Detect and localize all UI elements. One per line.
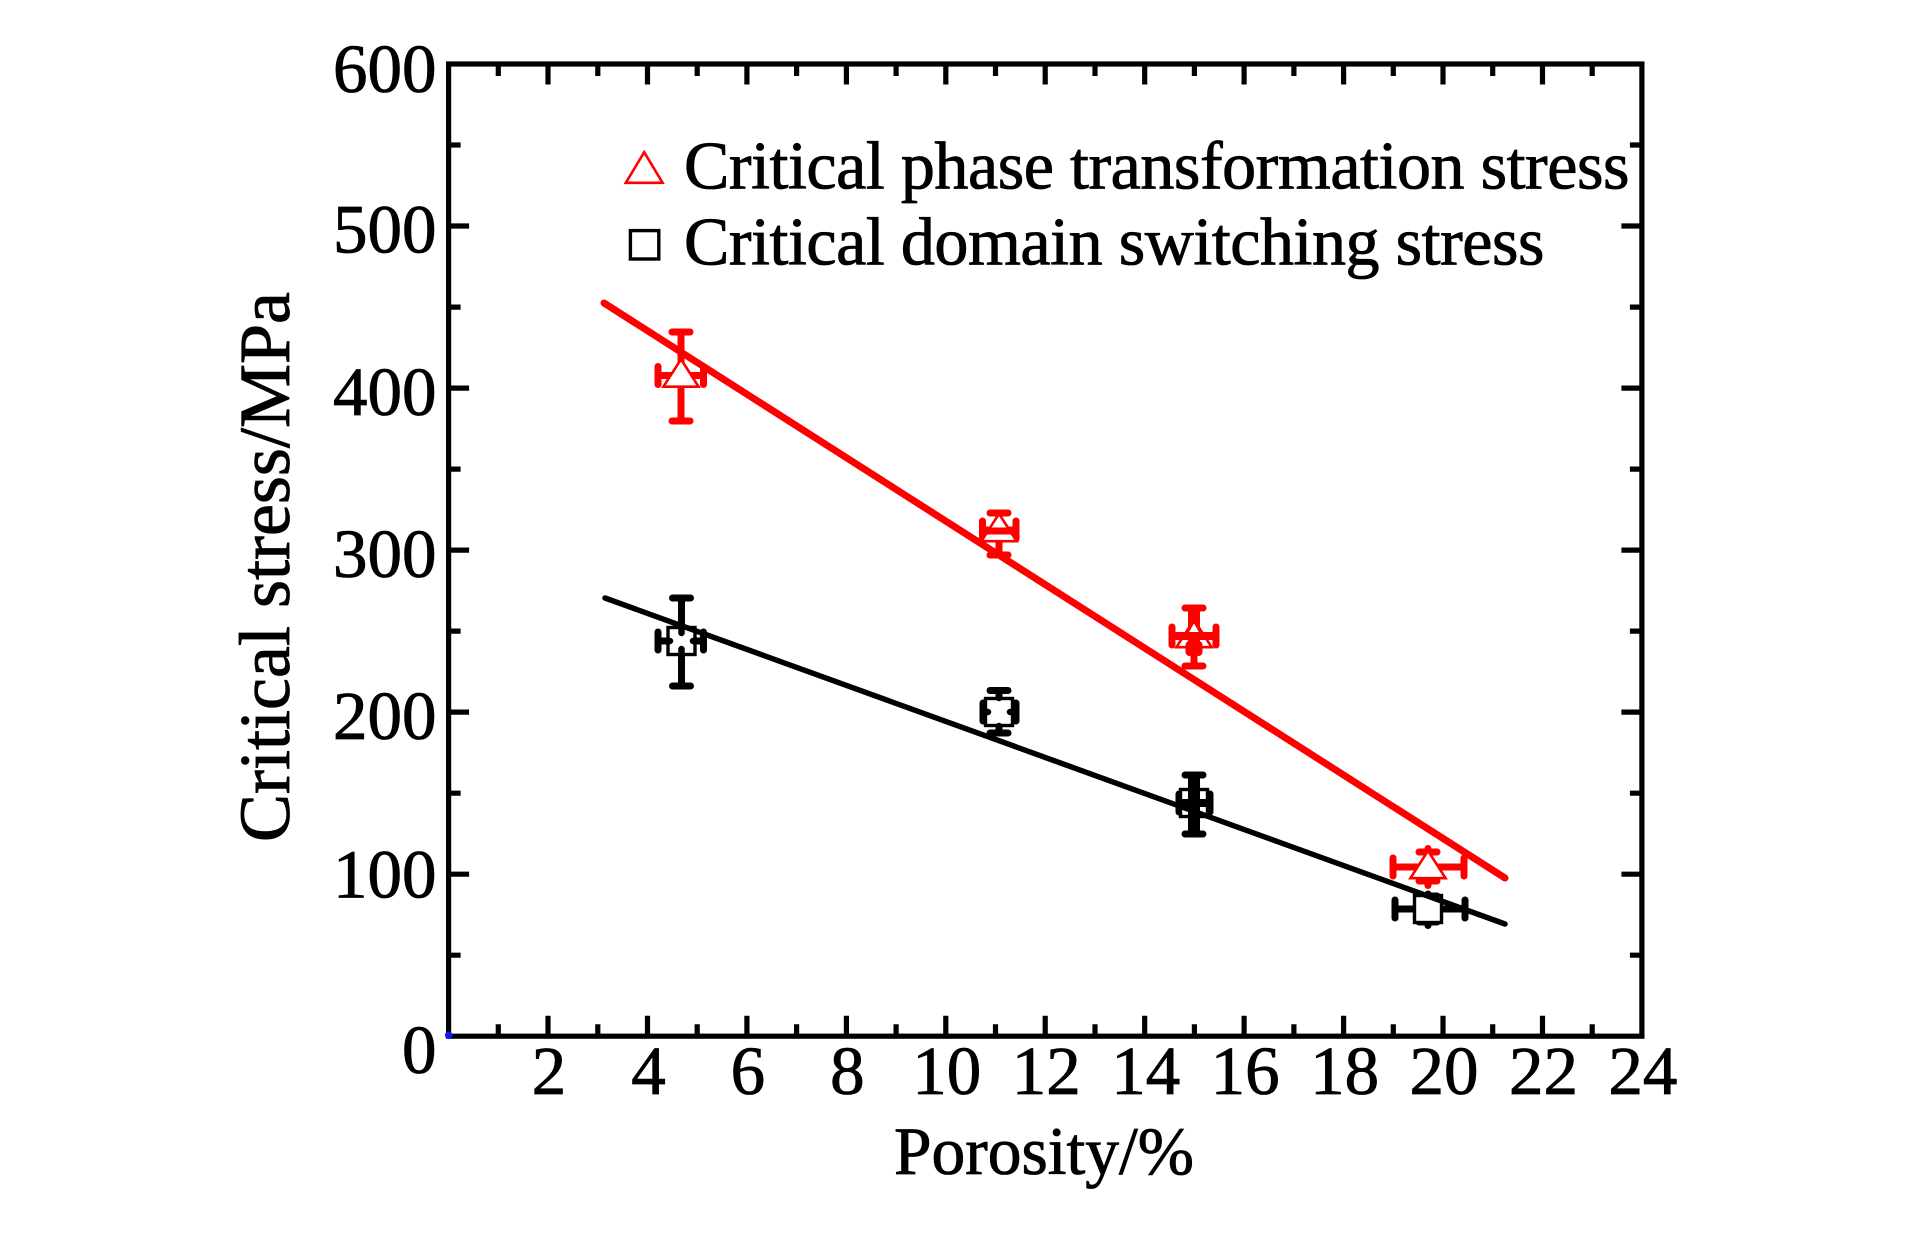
svg-text:10: 10 xyxy=(912,1033,981,1109)
svg-text:Critical stress/MPa: Critical stress/MPa xyxy=(225,292,305,842)
svg-text:6: 6 xyxy=(731,1033,766,1109)
svg-text:Critical phase transformation: Critical phase transformation stress xyxy=(684,128,1629,204)
svg-text:4: 4 xyxy=(631,1033,666,1109)
svg-text:400: 400 xyxy=(333,354,437,430)
svg-text:2: 2 xyxy=(532,1033,567,1109)
svg-text:Critical domain switching stre: Critical domain switching stress xyxy=(684,204,1544,280)
svg-text:20: 20 xyxy=(1410,1033,1479,1109)
svg-text:Porosity/%: Porosity/% xyxy=(894,1114,1194,1189)
svg-text:100: 100 xyxy=(333,837,437,913)
svg-text:12: 12 xyxy=(1012,1033,1081,1109)
svg-text:8: 8 xyxy=(830,1033,865,1109)
svg-text:14: 14 xyxy=(1111,1033,1180,1109)
svg-text:0: 0 xyxy=(402,1012,437,1088)
svg-text:18: 18 xyxy=(1310,1033,1379,1109)
svg-text:16: 16 xyxy=(1211,1033,1280,1109)
svg-text:24: 24 xyxy=(1608,1033,1677,1109)
svg-text:22: 22 xyxy=(1509,1033,1578,1109)
svg-text:500: 500 xyxy=(333,192,437,268)
svg-text:600: 600 xyxy=(333,31,437,107)
svg-text:200: 200 xyxy=(333,678,437,754)
svg-text:300: 300 xyxy=(333,516,437,592)
